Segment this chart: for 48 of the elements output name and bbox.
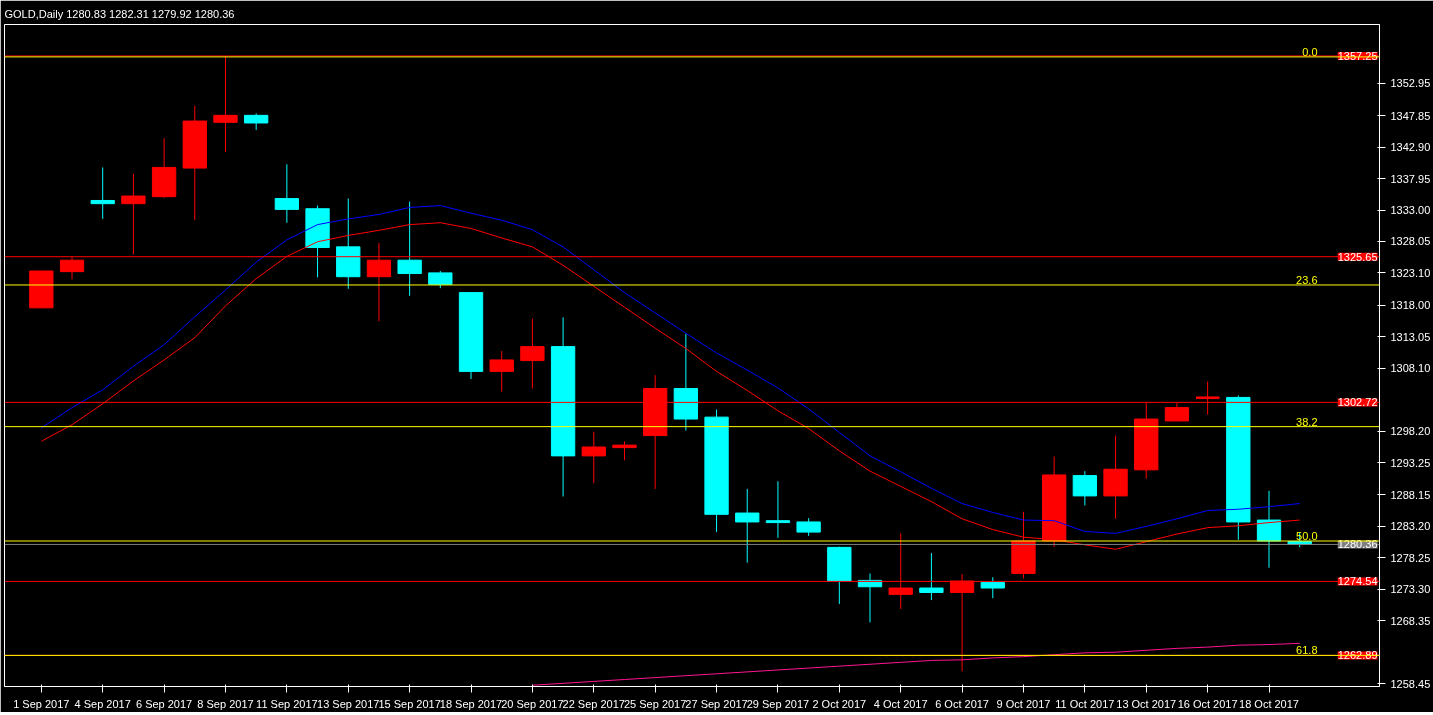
y-tick-label: 1273.30 xyxy=(1390,583,1431,596)
y-tick-label: 1323.10 xyxy=(1390,266,1431,279)
x-tick-label: 22 Sep 2017 xyxy=(562,697,625,710)
x-tick-label: 11 Oct 2017 xyxy=(1055,697,1115,710)
y-tick-label: 1258.45 xyxy=(1390,677,1431,690)
x-tick-label: 1 Sep 2017 xyxy=(13,697,70,710)
y-tick-label: 1318.00 xyxy=(1390,299,1431,312)
x-tick-label: 4 Oct 2017 xyxy=(873,697,928,710)
y-tick-label: 1278.25 xyxy=(1390,551,1431,564)
y-tick-label: 1268.35 xyxy=(1390,614,1431,627)
y-tick-label: 1288.15 xyxy=(1390,488,1431,501)
x-tick-label: 27 Sep 2017 xyxy=(685,697,748,710)
y-tick-label: 1298.20 xyxy=(1390,425,1431,438)
x-tick-label: 6 Sep 2017 xyxy=(135,697,193,710)
annotation: 61.8 xyxy=(1296,644,1318,657)
ref-line-label: 1302.72 xyxy=(1337,396,1378,409)
x-tick-label: 2 Oct 2017 xyxy=(812,697,867,710)
y-tick-label: 1347.85 xyxy=(1390,109,1431,122)
ref-line-label: 1280.36 xyxy=(1337,538,1378,551)
y-tick-label: 1328.05 xyxy=(1390,235,1431,248)
y-tick-label: 1308.10 xyxy=(1390,362,1431,375)
x-tick-label: 13 Sep 2017 xyxy=(317,697,380,710)
y-tick-label: 1313.05 xyxy=(1390,330,1431,343)
ref-line-label: 1274.54 xyxy=(1337,575,1378,588)
x-tick-label: 18 Sep 2017 xyxy=(439,697,503,710)
chart-title: GOLD,Daily 1280.83 1282.31 1279.92 1280.36 xyxy=(4,7,235,20)
x-tick-label: 9 Oct 2017 xyxy=(996,697,1051,710)
x-tick-label: 4 Sep 2017 xyxy=(74,697,131,710)
y-tick-label: 1283.20 xyxy=(1390,520,1431,533)
x-tick-label: 15 Sep 2017 xyxy=(378,697,441,710)
x-tick-label: 16 Oct 2017 xyxy=(1177,697,1238,710)
x-tick-label: 13 Oct 2017 xyxy=(1116,697,1177,710)
annotation: 0.0 xyxy=(1302,45,1318,58)
x-tick-label: 8 Sep 2017 xyxy=(197,697,254,710)
x-tick-label: 25 Sep 2017 xyxy=(623,697,687,710)
annotation: 38.2 xyxy=(1296,415,1318,428)
ref-line-label: 1325.65 xyxy=(1337,250,1378,263)
x-tick-label: 6 Oct 2017 xyxy=(935,697,990,710)
x-tick-label: 18 Oct 2017 xyxy=(1239,697,1299,710)
x-tick-label: 20 Sep 2017 xyxy=(501,697,564,710)
x-tick-label: 29 Sep 2017 xyxy=(746,697,810,710)
y-tick-label: 1293.25 xyxy=(1390,456,1431,469)
y-tick-label: 1333.00 xyxy=(1390,204,1431,217)
y-tick-label: 1352.95 xyxy=(1390,77,1431,90)
x-tick-label: 11 Sep 2017 xyxy=(256,697,318,710)
y-tick-label: 1342.90 xyxy=(1390,141,1431,154)
y-tick-label: 1337.95 xyxy=(1390,172,1431,185)
annotation: 23.6 xyxy=(1296,273,1318,286)
